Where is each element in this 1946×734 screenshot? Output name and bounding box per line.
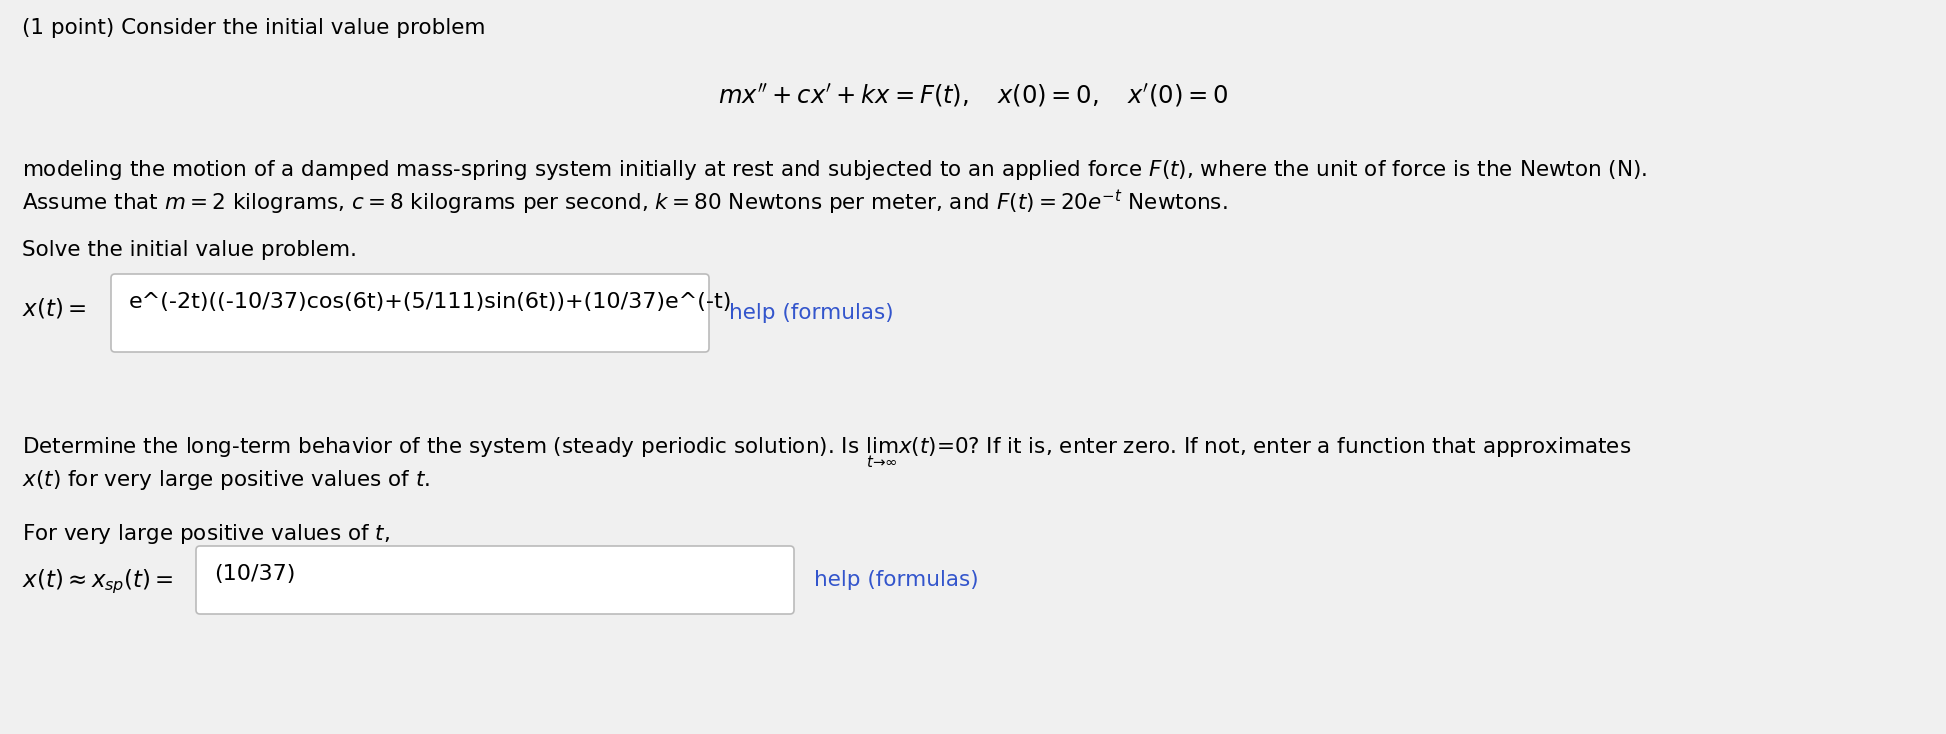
Text: help (formulas): help (formulas) [730,303,893,323]
Text: Solve the initial value problem.: Solve the initial value problem. [21,240,356,260]
Text: Determine the long-term behavior of the system (steady periodic solution). Is $\: Determine the long-term behavior of the … [21,435,1631,470]
Text: help (formulas): help (formulas) [813,570,979,590]
Text: $mx'' + cx' + kx = F(t), \quad x(0) = 0, \quad x'(0) = 0$: $mx'' + cx' + kx = F(t), \quad x(0) = 0,… [718,82,1228,109]
Text: For very large positive values of $t$,: For very large positive values of $t$, [21,522,389,546]
Text: Assume that $m = 2$ kilograms, $c = 8$ kilograms per second, $k = 80$ Newtons pe: Assume that $m = 2$ kilograms, $c = 8$ k… [21,188,1228,217]
Text: (10/37): (10/37) [214,564,296,584]
FancyBboxPatch shape [197,546,794,614]
Text: $x(t)$ for very large positive values of $t$.: $x(t)$ for very large positive values of… [21,468,430,492]
Text: $x(t) =$: $x(t) =$ [21,296,86,320]
Text: e^(-2t)((-10/37)cos(6t)+(5/111)sin(6t))+(10/37)e^(-t): e^(-2t)((-10/37)cos(6t)+(5/111)sin(6t))+… [128,292,732,312]
FancyBboxPatch shape [111,274,708,352]
Text: $x(t) \approx x_{sp}(t) =$: $x(t) \approx x_{sp}(t) =$ [21,568,173,597]
Text: (1 point) Consider the initial value problem: (1 point) Consider the initial value pro… [21,18,485,38]
Text: modeling the motion of a damped mass-spring system initially at rest and subject: modeling the motion of a damped mass-spr… [21,158,1648,182]
